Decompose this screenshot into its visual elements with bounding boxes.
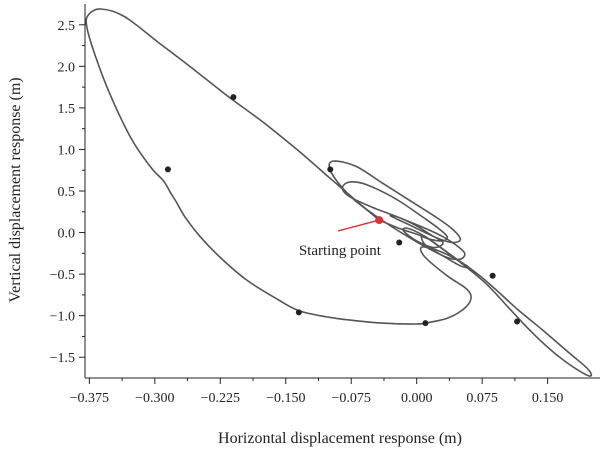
x-tick-label: −0.375 [70,391,109,406]
trajectory-marker [230,94,237,101]
annotation-layer: Starting point [299,216,384,259]
trajectory-marker [295,309,302,316]
y-tick-label: −1.0 [50,310,75,325]
x-axis-ticks: −0.375 −0.300 −0.225 −0.150 −0.075 0.000 0.075… [70,378,564,406]
starting-point-marker [375,216,384,225]
y-tick-label: −0.5 [50,268,75,283]
y-tick-label: 2.5 [58,19,76,34]
annotation-label: Starting point [299,243,382,259]
y-tick-label: 0.0 [58,227,76,242]
trajectory-series-1 [85,8,593,377]
x-tick-label: −0.225 [201,391,240,406]
y-tick-label: 1.5 [58,102,76,117]
x-tick-label: −0.075 [332,391,371,406]
y-axis-label: Vertical displacement response (m) [7,77,24,302]
trajectory-marker [489,272,496,279]
x-tick-label: 0.000 [401,391,433,406]
x-axis-label: Horizontal displacement response (m) [218,430,462,447]
y-tick-label: 2.0 [58,60,76,75]
trajectory-marker [164,166,171,173]
x-tick-label: −0.150 [266,391,305,406]
trajectory-marker [396,239,403,246]
y-tick-label: −1.5 [50,351,75,366]
y-tick-label: 0.5 [58,185,76,200]
annotation-arrow [337,219,380,232]
x-tick-label: 0.075 [466,391,498,406]
marker-layer [164,94,521,327]
trajectory-marker [514,318,521,325]
x-tick-label: 0.150 [532,391,564,406]
trajectory-marker [422,320,429,327]
trajectory-marker [327,166,334,173]
y-tick-label: 1.0 [58,143,76,158]
x-tick-label: −0.300 [135,391,174,406]
y-axis-ticks: −1.5 −1.0 −0.5 0.0 0.5 1.0 1.5 2.0 2.5 [50,19,85,366]
